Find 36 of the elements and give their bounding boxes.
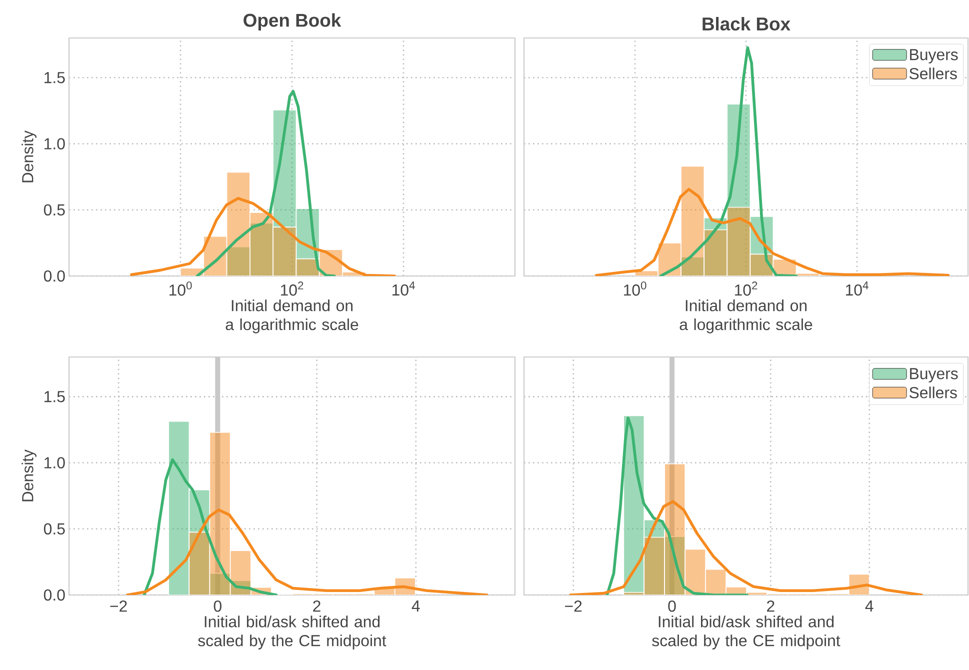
y-tick-label: 1.5	[44, 391, 65, 402]
y-tick-label: 1.5	[44, 72, 65, 84]
y-tick-label: 0.5	[44, 204, 65, 216]
y-axis-title: Density	[22, 130, 36, 182]
x-tick-label: 4	[865, 600, 874, 612]
x-tick-label: −2	[110, 600, 127, 612]
y-tick-label: 1.0	[44, 457, 65, 468]
x-tick-label: 10$^{0}$	[624, 282, 646, 296]
x-tick-label: 4	[412, 600, 420, 612]
legend-label: Sellers	[909, 386, 957, 398]
x-axis-title: Initial bid/ask shifted and scaled by the CE midpoint	[652, 616, 840, 650]
y-tick-label: 1.0	[44, 138, 65, 150]
x-tick-label: 2	[767, 600, 774, 612]
x-tick-label: 10$^{2}$	[281, 282, 304, 296]
legend-label: Buyers	[910, 49, 958, 64]
x-axis-title: Initial demand on a logarithmic scale	[226, 300, 358, 334]
x-tick-label: 10$^{4}$	[392, 282, 415, 296]
chart-title: Black Box	[702, 16, 790, 31]
x-axis-title: Initial bid/ask shifted and scaled by the CE midpoint	[198, 616, 386, 650]
x-tick-label: −2	[565, 600, 582, 612]
legend-label: Sellers	[909, 68, 957, 80]
x-tick-label: 2	[313, 600, 320, 612]
x-tick-label: 0	[668, 600, 676, 612]
x-tick-label: 10$^{0}$	[170, 282, 192, 296]
line-series	[142, 458, 278, 595]
chart-title: Open Book	[244, 13, 342, 30]
x-tick-label: 10$^{4}$	[846, 282, 868, 296]
y-axis-title: Density	[22, 449, 36, 502]
y-tick-label: 0.0	[44, 270, 65, 282]
legend-label: Buyers	[910, 368, 958, 382]
x-tick-label: 0	[214, 600, 222, 612]
line-series	[126, 508, 488, 595]
x-axis-title: Initial demand on a logarithmic scale	[680, 300, 812, 334]
y-tick-label: 0.0	[44, 589, 65, 601]
y-tick-label: 0.5	[44, 523, 65, 535]
x-tick-label: 10$^{2}$	[735, 282, 758, 296]
